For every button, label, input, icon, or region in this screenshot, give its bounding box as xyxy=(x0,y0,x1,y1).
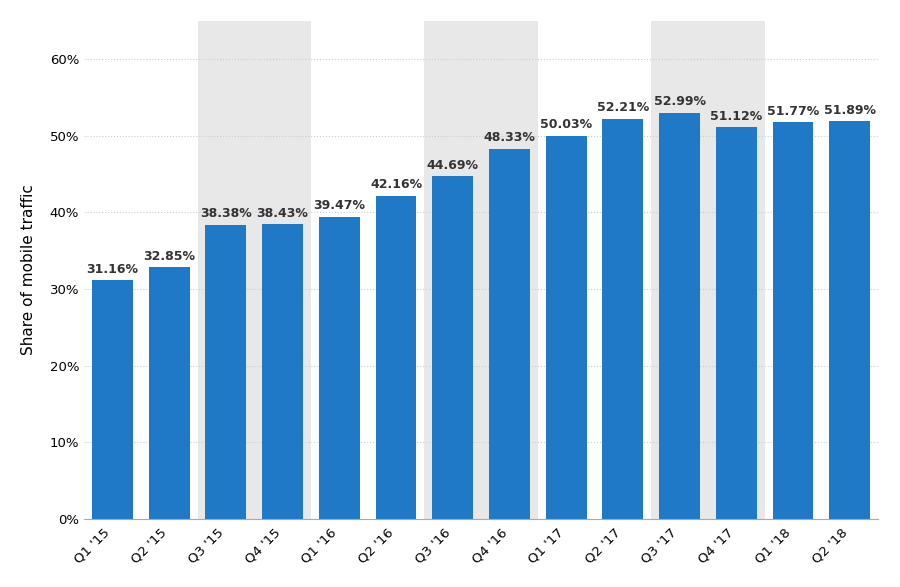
Bar xyxy=(545,136,587,519)
Text: 52.21%: 52.21% xyxy=(597,102,649,114)
Text: 44.69%: 44.69% xyxy=(427,159,479,172)
Text: 51.89%: 51.89% xyxy=(824,104,876,117)
Text: 38.43%: 38.43% xyxy=(256,207,309,220)
Text: 38.38%: 38.38% xyxy=(200,207,252,220)
Y-axis label: Share of mobile traffic: Share of mobile traffic xyxy=(21,184,36,355)
Text: 42.16%: 42.16% xyxy=(370,178,422,191)
Bar xyxy=(652,21,708,519)
Bar xyxy=(375,196,417,519)
Text: 50.03%: 50.03% xyxy=(540,118,592,131)
Text: 48.33%: 48.33% xyxy=(483,131,536,144)
Bar xyxy=(772,122,814,519)
Bar xyxy=(148,267,190,519)
Bar xyxy=(197,21,254,519)
Text: 31.16%: 31.16% xyxy=(86,262,139,275)
Bar xyxy=(425,21,482,519)
Text: 52.99%: 52.99% xyxy=(653,95,706,108)
Bar xyxy=(482,21,538,519)
Bar xyxy=(92,280,133,519)
Text: 51.77%: 51.77% xyxy=(767,104,819,117)
Bar xyxy=(319,217,360,519)
Bar xyxy=(205,225,247,519)
Bar xyxy=(659,113,700,519)
Bar xyxy=(432,177,473,519)
Bar xyxy=(716,127,757,519)
Text: 39.47%: 39.47% xyxy=(313,199,365,212)
Text: 51.12%: 51.12% xyxy=(710,110,762,123)
Text: 32.85%: 32.85% xyxy=(143,249,195,262)
Bar xyxy=(262,224,303,519)
Bar xyxy=(602,119,644,519)
Bar xyxy=(489,149,530,519)
Bar xyxy=(829,122,870,519)
Bar xyxy=(254,21,310,519)
Bar xyxy=(708,21,765,519)
